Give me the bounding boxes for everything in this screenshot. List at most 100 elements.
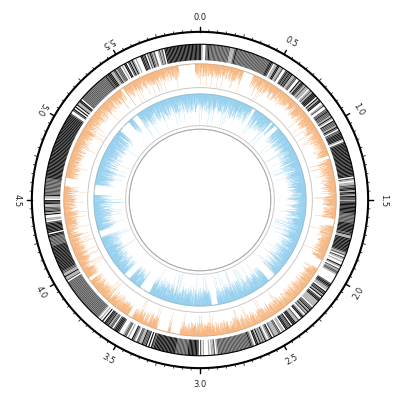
Wedge shape bbox=[125, 87, 130, 94]
Wedge shape bbox=[237, 103, 241, 112]
Wedge shape bbox=[294, 283, 303, 290]
Wedge shape bbox=[180, 96, 181, 101]
Wedge shape bbox=[133, 82, 136, 87]
Wedge shape bbox=[162, 101, 168, 117]
Wedge shape bbox=[139, 79, 141, 82]
Wedge shape bbox=[192, 45, 194, 61]
Wedge shape bbox=[67, 230, 75, 232]
Wedge shape bbox=[228, 327, 230, 333]
Wedge shape bbox=[254, 77, 257, 83]
Wedge shape bbox=[72, 154, 84, 158]
Wedge shape bbox=[301, 93, 314, 105]
Wedge shape bbox=[248, 279, 255, 291]
Wedge shape bbox=[99, 167, 110, 171]
Wedge shape bbox=[133, 313, 136, 319]
Wedge shape bbox=[101, 236, 108, 239]
Wedge shape bbox=[334, 211, 336, 212]
Wedge shape bbox=[279, 257, 286, 262]
Wedge shape bbox=[244, 286, 248, 295]
Wedge shape bbox=[291, 108, 300, 116]
Wedge shape bbox=[114, 256, 122, 263]
Wedge shape bbox=[330, 176, 334, 178]
Wedge shape bbox=[164, 295, 166, 300]
Wedge shape bbox=[154, 105, 160, 115]
Wedge shape bbox=[272, 132, 281, 139]
Wedge shape bbox=[68, 232, 73, 234]
Wedge shape bbox=[209, 65, 210, 71]
Wedge shape bbox=[94, 208, 98, 209]
Wedge shape bbox=[110, 250, 121, 257]
Wedge shape bbox=[98, 170, 116, 175]
Wedge shape bbox=[284, 306, 285, 307]
Wedge shape bbox=[204, 275, 207, 306]
Wedge shape bbox=[278, 304, 282, 309]
Wedge shape bbox=[106, 244, 117, 250]
Wedge shape bbox=[226, 324, 228, 334]
Wedge shape bbox=[113, 96, 120, 104]
Wedge shape bbox=[280, 137, 285, 141]
Wedge shape bbox=[300, 115, 306, 120]
Wedge shape bbox=[153, 73, 156, 79]
Wedge shape bbox=[215, 339, 218, 355]
Wedge shape bbox=[148, 320, 151, 326]
Wedge shape bbox=[295, 188, 306, 190]
Wedge shape bbox=[64, 208, 77, 209]
Wedge shape bbox=[293, 185, 305, 187]
Wedge shape bbox=[100, 285, 109, 293]
Wedge shape bbox=[283, 240, 296, 246]
Wedge shape bbox=[213, 95, 215, 107]
Wedge shape bbox=[95, 214, 102, 215]
Wedge shape bbox=[206, 330, 207, 336]
Wedge shape bbox=[66, 225, 78, 228]
Wedge shape bbox=[263, 262, 276, 275]
Wedge shape bbox=[92, 118, 98, 123]
Wedge shape bbox=[106, 290, 116, 300]
Wedge shape bbox=[320, 254, 324, 256]
Wedge shape bbox=[64, 193, 72, 194]
Wedge shape bbox=[266, 87, 275, 99]
Wedge shape bbox=[142, 111, 149, 122]
Wedge shape bbox=[91, 277, 97, 282]
Wedge shape bbox=[290, 178, 304, 181]
Wedge shape bbox=[161, 70, 164, 80]
Wedge shape bbox=[188, 299, 190, 306]
Wedge shape bbox=[290, 245, 295, 248]
Wedge shape bbox=[216, 288, 220, 305]
Wedge shape bbox=[96, 177, 114, 182]
Wedge shape bbox=[316, 145, 324, 149]
Wedge shape bbox=[100, 288, 105, 293]
Wedge shape bbox=[274, 258, 284, 266]
Wedge shape bbox=[107, 247, 116, 252]
Wedge shape bbox=[291, 212, 306, 214]
Wedge shape bbox=[244, 319, 248, 328]
Wedge shape bbox=[95, 113, 102, 119]
Wedge shape bbox=[94, 207, 100, 208]
Wedge shape bbox=[284, 99, 291, 108]
Wedge shape bbox=[318, 250, 326, 253]
Wedge shape bbox=[262, 274, 268, 282]
Wedge shape bbox=[138, 328, 145, 343]
Wedge shape bbox=[334, 239, 350, 245]
Wedge shape bbox=[253, 57, 260, 72]
Wedge shape bbox=[183, 96, 185, 109]
Wedge shape bbox=[142, 112, 148, 121]
Wedge shape bbox=[105, 77, 116, 90]
Wedge shape bbox=[279, 133, 282, 136]
Wedge shape bbox=[284, 311, 295, 324]
Wedge shape bbox=[154, 73, 158, 82]
Wedge shape bbox=[115, 257, 124, 264]
Wedge shape bbox=[235, 102, 239, 111]
Wedge shape bbox=[262, 285, 263, 286]
Wedge shape bbox=[252, 281, 258, 290]
Wedge shape bbox=[107, 245, 120, 251]
Wedge shape bbox=[126, 309, 130, 315]
Wedge shape bbox=[312, 284, 325, 294]
Wedge shape bbox=[262, 122, 272, 132]
Wedge shape bbox=[310, 133, 318, 138]
Wedge shape bbox=[224, 98, 226, 106]
Wedge shape bbox=[270, 306, 276, 314]
Wedge shape bbox=[322, 215, 335, 217]
Wedge shape bbox=[138, 283, 141, 287]
Wedge shape bbox=[230, 323, 232, 332]
Wedge shape bbox=[118, 261, 126, 267]
